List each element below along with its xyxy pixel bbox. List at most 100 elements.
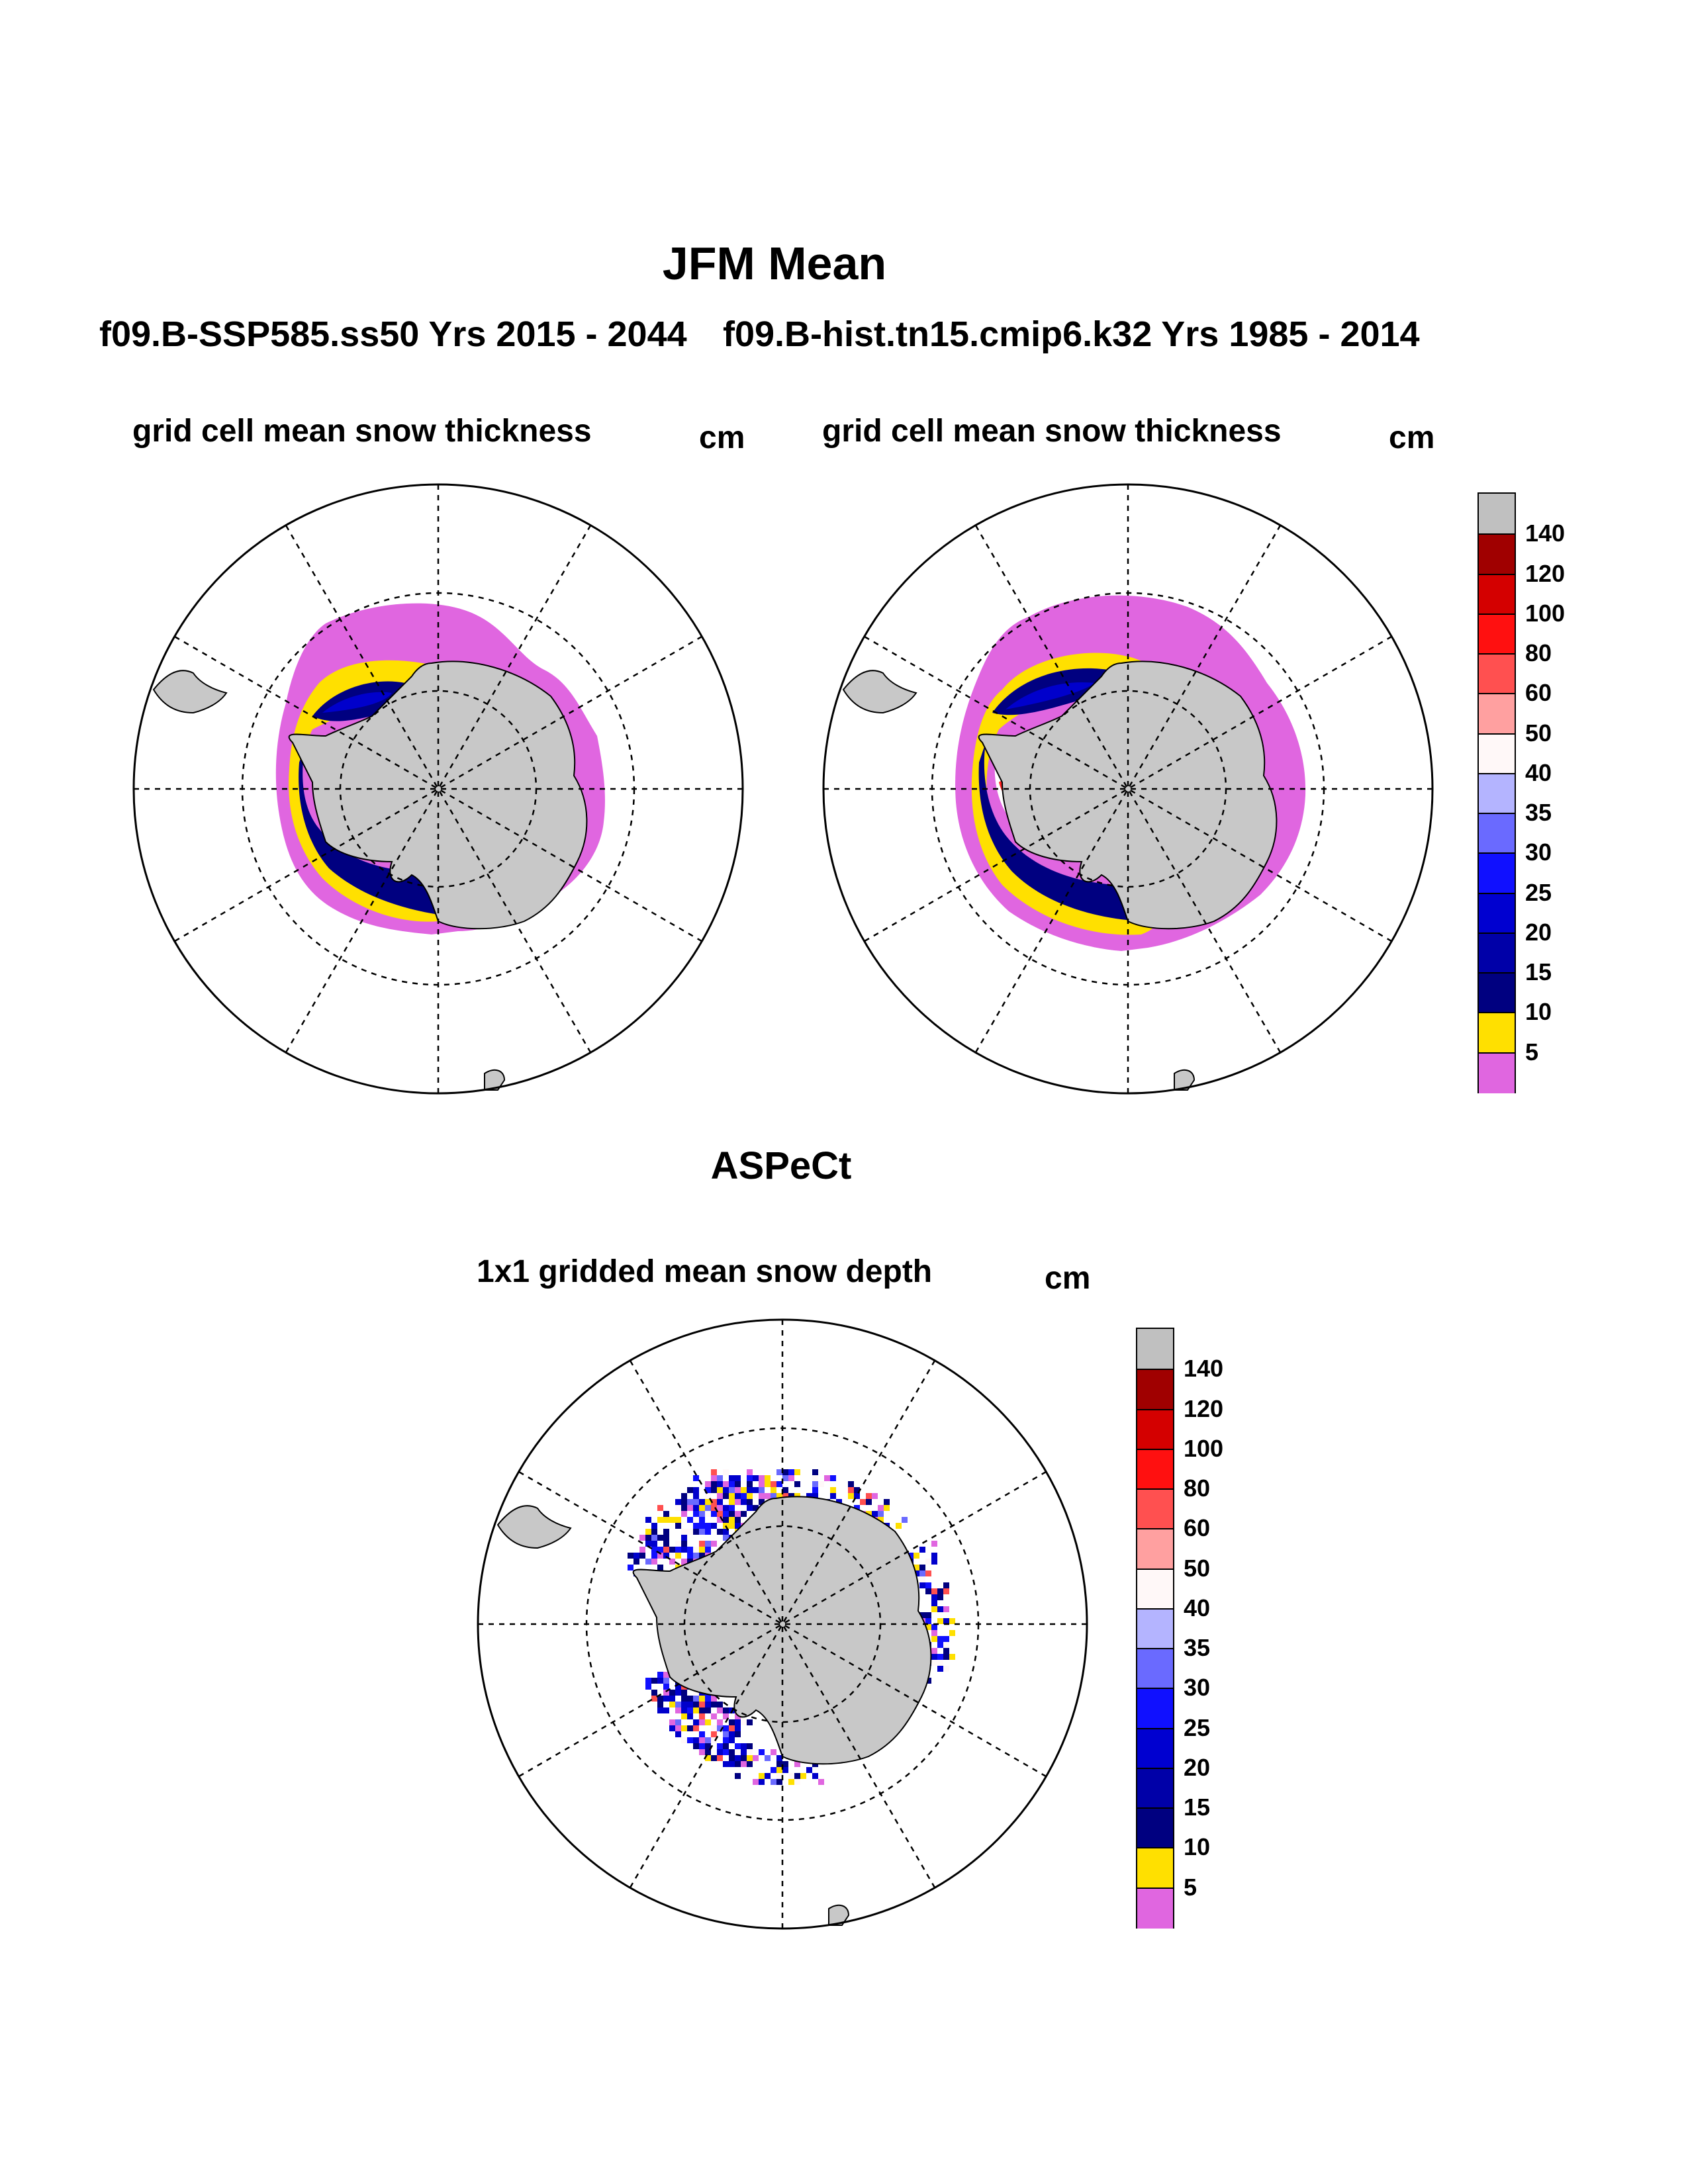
aspect-cell [806, 1493, 812, 1499]
colorbar-bottom-swatch [1137, 1369, 1173, 1410]
colorbar-top-swatch [1479, 653, 1515, 695]
colorbar-top-tick-label: 140 [1525, 520, 1566, 547]
panel-aspect-variable-label: 1x1 gridded mean snow depth [477, 1254, 933, 1289]
aspect-cell [693, 1475, 699, 1481]
aspect-cell [717, 1493, 723, 1499]
aspect-cell [729, 1505, 735, 1511]
colorbar-top-swatch [1479, 733, 1515, 774]
aspect-cell [657, 1553, 663, 1559]
aspect-cell [925, 1624, 931, 1630]
aspect-cell [735, 1517, 741, 1523]
aspect-cell [729, 1737, 735, 1743]
aspect-cell [759, 1773, 765, 1779]
aspect-cell [651, 1559, 657, 1565]
aspect-cell [657, 1672, 663, 1678]
aspect-cell [753, 1755, 759, 1761]
aspect-cell [812, 1481, 818, 1487]
colorbar-top-swatch [1479, 1052, 1515, 1093]
aspect-cell [794, 1469, 800, 1475]
panel-ssp585-units-label: cm [699, 420, 745, 455]
colorbar-bottom-swatch [1137, 1887, 1173, 1929]
aspect-cell [741, 1499, 747, 1505]
aspect-cell [717, 1707, 723, 1713]
aspect-cell [759, 1475, 765, 1481]
aspect-cell [759, 1487, 765, 1493]
aspect-cell [675, 1731, 681, 1737]
colorbar-top-tick-label: 15 [1525, 958, 1552, 986]
colorbar-top-tick-label: 80 [1525, 639, 1552, 667]
aspect-cell [759, 1749, 765, 1755]
aspect-cell [663, 1678, 669, 1684]
aspect-cell [860, 1499, 866, 1505]
colorbar-bottom-tick-label: 20 [1184, 1753, 1211, 1781]
aspect-cell [765, 1475, 771, 1481]
aspect-cell [681, 1690, 687, 1696]
aspect-cell [735, 1743, 741, 1749]
aspect-cell [693, 1719, 699, 1725]
aspect-cell [657, 1696, 663, 1702]
aspect-cell [657, 1535, 663, 1541]
aspect-cell [812, 1773, 818, 1779]
aspect-cell [931, 1606, 937, 1612]
aspect-cell [884, 1505, 890, 1511]
aspect-cell [711, 1481, 717, 1487]
aspect-cell [693, 1499, 699, 1505]
aspect-cell [735, 1755, 741, 1761]
aspect-cell [705, 1696, 711, 1702]
aspect-cell [741, 1743, 747, 1749]
colorbar-top-tick-label: 40 [1525, 758, 1552, 786]
aspect-cell [651, 1690, 657, 1696]
aspect-cell [931, 1600, 937, 1606]
aspect-cell [699, 1523, 705, 1529]
aspect-cell [657, 1565, 663, 1570]
panel-hist-variable-label: grid cell mean snow thickness [822, 414, 1282, 449]
aspect-cell [723, 1529, 729, 1535]
aspect-cell [639, 1535, 645, 1541]
aspect-cell [657, 1547, 663, 1553]
aspect-cell [651, 1535, 657, 1541]
aspect-cell [633, 1559, 639, 1565]
aspect-cell [651, 1541, 657, 1547]
aspect-cell [776, 1755, 782, 1761]
aspect-cell [729, 1475, 735, 1481]
aspect-cell [687, 1505, 693, 1511]
aspect-cell [681, 1696, 687, 1702]
aspect-cell [729, 1731, 735, 1737]
aspect-cell [782, 1761, 788, 1767]
aspect-cell [705, 1541, 711, 1547]
aspect-cell [723, 1505, 729, 1511]
aspect-cell [705, 1719, 711, 1725]
aspect-cell [675, 1725, 681, 1731]
aspect-cell [753, 1475, 759, 1481]
colorbar-bottom-swatch [1137, 1408, 1173, 1450]
aspect-cell [657, 1678, 663, 1684]
aspect-cell [645, 1684, 651, 1690]
aspect-cell [943, 1606, 949, 1612]
aspect-cell [687, 1553, 693, 1559]
aspect-cell [866, 1493, 872, 1499]
aspect-cell [705, 1481, 711, 1487]
aspect-cell [776, 1767, 782, 1773]
aspect-cell [776, 1761, 782, 1767]
aspect-cell [693, 1725, 699, 1731]
aspect-cell [693, 1743, 699, 1749]
aspect-cell [818, 1481, 824, 1487]
colorbar-top-swatch [1479, 533, 1515, 575]
aspect-cell [729, 1719, 735, 1725]
aspect-cell [735, 1523, 741, 1529]
aspect-cell [753, 1505, 759, 1511]
aspect-cell [747, 1487, 753, 1493]
aspect-cell [699, 1541, 705, 1547]
aspect-cell [788, 1773, 794, 1779]
aspect-cell [830, 1493, 836, 1499]
aspect-cell [919, 1612, 925, 1618]
aspect-cell [937, 1636, 943, 1642]
aspect-cell [735, 1749, 741, 1755]
colorbar-top-tick-label: 50 [1525, 719, 1552, 747]
aspect-cell [675, 1690, 681, 1696]
aspect-cell [925, 1570, 931, 1576]
aspect-cell [717, 1481, 723, 1487]
aspect-cell [693, 1702, 699, 1707]
colorbar-bottom-tick-label: 15 [1184, 1794, 1211, 1821]
panel-hist-case-title: f09.B-hist.tn15.cmip6.k32 Yrs 1985 - 201… [723, 314, 1420, 354]
